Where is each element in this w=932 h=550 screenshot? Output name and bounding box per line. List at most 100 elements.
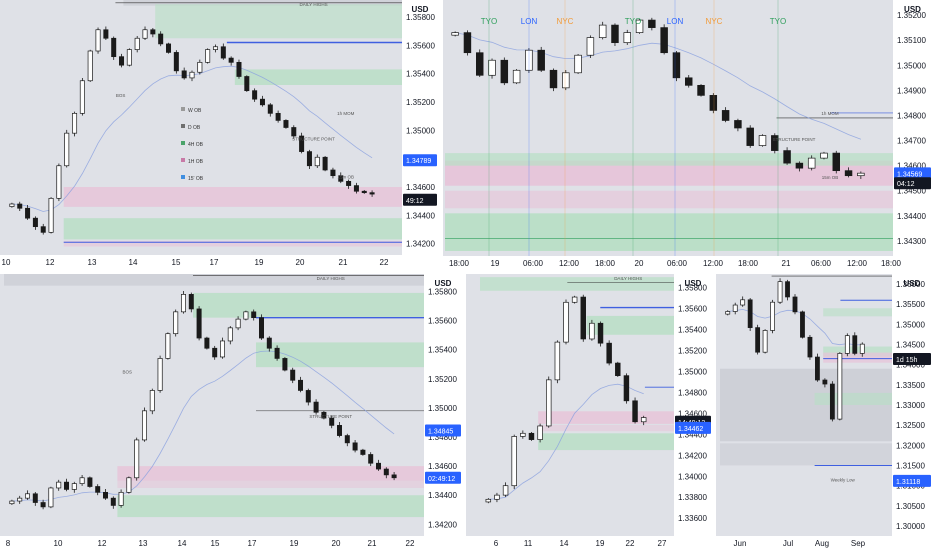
candle-body	[56, 165, 62, 199]
moving-average-line	[488, 383, 644, 500]
candle-body	[632, 400, 638, 423]
price-tick-label: 1.35400	[428, 346, 457, 355]
candle-body	[196, 308, 202, 339]
time-tick-label: 15	[172, 258, 181, 267]
price-tick-label: 1.34000	[678, 472, 707, 481]
candle-body	[785, 281, 790, 298]
candle-body	[79, 477, 85, 484]
candle-body	[235, 318, 241, 329]
time-tick-label: Jun	[734, 539, 747, 548]
candle-body	[134, 439, 140, 479]
price-badge-label: 1.31118	[896, 479, 920, 486]
legend-item: W OB	[188, 108, 202, 114]
price-badge-label: 1d 15h	[896, 357, 918, 364]
candle-body	[48, 487, 54, 508]
candle-body	[181, 70, 187, 79]
price-tick-label: 1.34200	[406, 240, 435, 249]
candle-body	[266, 337, 272, 349]
price-tick-label: 1.35000	[428, 404, 457, 413]
chart-panel-d1[interactable]: DAILY HIGHS USD 1.35800 1.35600 1.35400 1.352…	[466, 274, 712, 550]
candle-body	[103, 491, 108, 499]
price-tick-label: 1.32500	[896, 421, 925, 430]
candle-body	[283, 120, 289, 128]
session-label-nyc: NYC	[557, 17, 574, 26]
time-tick-label: 19	[290, 539, 299, 548]
time-tick-label: 21	[339, 258, 348, 267]
candle-body	[369, 192, 375, 195]
price-badge-label: 1.34845	[428, 428, 453, 435]
annotation-label: 15m OB	[337, 175, 354, 180]
zone-rect-4	[538, 433, 674, 451]
zone-rect-3	[117, 466, 425, 481]
candle-body	[173, 311, 179, 335]
chart-panel-m15[interactable]: TYO LON NYC TYO LON NYC TYO STRUCTURE POINT 1h M…	[443, 0, 932, 270]
annotation-label: BOS	[122, 370, 132, 375]
candle-body	[563, 301, 569, 343]
price-tick-label: 1.35400	[406, 70, 435, 79]
annotation-label: DAILY HIGHS	[317, 276, 345, 281]
candle-body	[48, 197, 54, 233]
candle-body	[322, 156, 328, 171]
candle-body	[330, 169, 336, 177]
candle-body	[361, 190, 367, 194]
price-badge-blue	[894, 167, 931, 180]
chart-m15[interactable]: TYO LON NYC TYO LON NYC TYO STRUCTURE POINT 1h M…	[443, 0, 932, 270]
candle-body	[589, 322, 595, 340]
zone-rect-2	[63, 187, 402, 207]
annotation-label: 15m OB	[822, 175, 839, 180]
price-badge-black	[894, 177, 931, 190]
annotation-label: 1h MOM	[337, 111, 355, 116]
candle-body	[758, 135, 767, 146]
candle-body	[368, 454, 374, 464]
candle-body	[697, 84, 705, 96]
price-tick-label: 1.34900	[897, 86, 926, 95]
zone-rect-1	[234, 69, 402, 85]
chart-h1[interactable]: W OB D OB 4H OB 1H OB 15' OB DAILY HIGHS BOS ST…	[0, 0, 438, 270]
candle-body	[274, 347, 280, 359]
price-badge-label: 49:12	[406, 198, 424, 205]
candle-body	[321, 411, 327, 419]
time-tick-label: 22	[626, 539, 635, 548]
candle-body	[25, 493, 30, 499]
time-tick-label: 17	[210, 258, 219, 267]
chart-panel-h1[interactable]: W OB D OB 4H OB 1H OB 15' OB DAILY HIGHS BOS ST…	[0, 0, 438, 270]
candle-body	[648, 19, 656, 28]
candle-body	[476, 52, 484, 76]
zone-rect-2	[445, 213, 893, 251]
price-tick-label: 1.35100	[897, 36, 926, 45]
chart-panel-h4[interactable]: DAILY HIGHS BOS STRUCTURE POINT USD 1.35800 1…	[0, 274, 462, 550]
candle-body	[485, 498, 492, 503]
time-tick-label: 14	[178, 539, 187, 548]
time-tick-label: Sep	[851, 539, 866, 548]
candle-body	[150, 29, 156, 35]
legend-item: 1H OB	[188, 159, 204, 165]
candle-body	[353, 185, 359, 192]
candle-body	[103, 29, 109, 39]
candle-body	[189, 71, 195, 79]
candle-body	[72, 112, 78, 134]
candle-body	[40, 226, 46, 233]
annotation-label: BOS	[116, 93, 126, 98]
annotation-label: Weekly Low	[831, 478, 856, 483]
candle-body	[755, 327, 761, 353]
time-tick-label: 10	[54, 539, 63, 548]
candle-body	[329, 417, 335, 426]
candle-body	[829, 383, 835, 420]
price-tick-label: 1.34600	[406, 183, 435, 192]
candle-body	[554, 341, 561, 381]
session-label-tyo: TYO	[770, 17, 786, 26]
price-badge-label: 04:12	[897, 181, 915, 188]
price-badge-label: 02:49:12	[428, 476, 455, 483]
time-tick-label: 21	[368, 539, 377, 548]
chart-panel-w1[interactable]: Weekly Low USD 1.36000 1.35500 1.35000 1.3450…	[716, 274, 932, 550]
candle-body	[511, 436, 517, 487]
price-tick-label: 1.34800	[678, 388, 707, 397]
zone-rect-4	[117, 480, 425, 488]
candle-body	[792, 296, 798, 313]
currency-label: USD	[904, 279, 921, 288]
time-tick-label: 20	[296, 258, 305, 267]
price-badge-blue	[403, 154, 437, 167]
